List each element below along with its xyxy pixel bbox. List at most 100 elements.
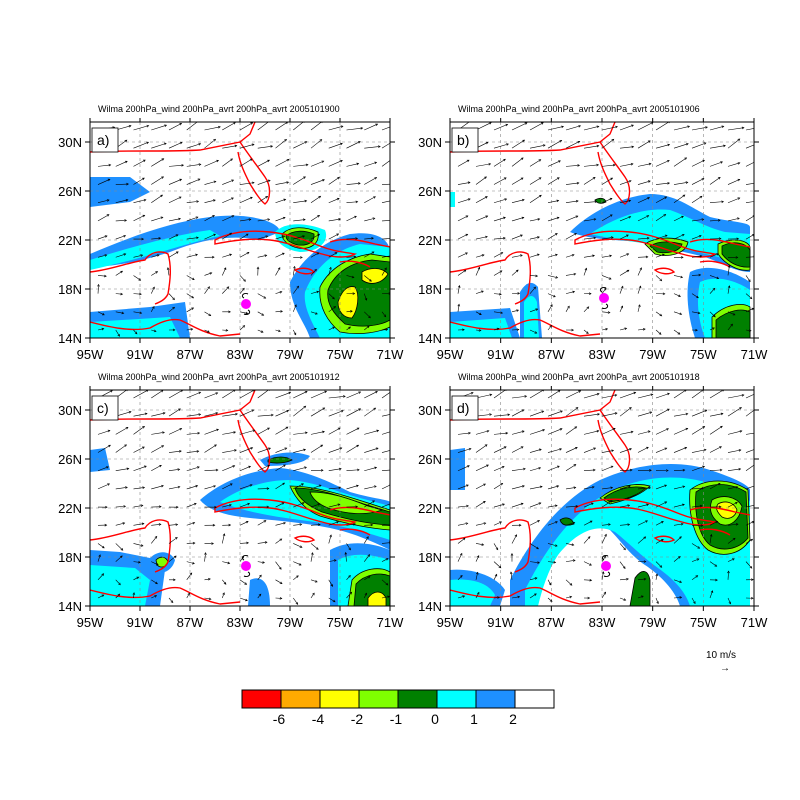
wind-vector-head bbox=[104, 274, 107, 278]
wind-vector bbox=[529, 159, 541, 167]
wind-vector bbox=[381, 579, 389, 586]
wind-vector-head bbox=[608, 277, 612, 280]
wind-vector bbox=[310, 196, 321, 203]
wind-vector bbox=[186, 593, 190, 599]
wind-vector-head bbox=[584, 267, 588, 271]
wind-vector bbox=[493, 198, 507, 204]
wind-vector bbox=[637, 215, 649, 222]
wind-vector bbox=[475, 483, 486, 490]
lat-tick-label: 18N bbox=[418, 550, 442, 565]
wind-vector bbox=[511, 503, 524, 508]
wind-vector bbox=[293, 235, 305, 240]
wind-vector bbox=[457, 575, 463, 581]
wind-vector-head bbox=[120, 548, 124, 551]
wind-vector-head bbox=[245, 521, 249, 524]
wind-vector-head bbox=[393, 430, 395, 432]
wind-vector bbox=[133, 159, 146, 167]
wind-vector-head bbox=[663, 214, 667, 217]
wind-vector bbox=[364, 407, 376, 417]
wind-vector bbox=[529, 218, 540, 222]
wind-vector bbox=[186, 143, 201, 149]
wind-vector-head bbox=[631, 145, 635, 149]
wind-vector bbox=[691, 311, 701, 314]
wind-vector-head bbox=[628, 180, 632, 183]
wind-vector bbox=[637, 595, 644, 599]
wind-vector bbox=[547, 293, 556, 298]
wind-vector-head bbox=[288, 391, 292, 395]
wind-vector-head bbox=[627, 504, 631, 507]
wind-vector bbox=[150, 306, 155, 312]
wind-vector-head bbox=[572, 559, 576, 562]
wind-vector-head bbox=[719, 468, 723, 472]
wind-vector-head bbox=[537, 520, 540, 523]
wind-vector bbox=[204, 311, 211, 316]
wind-vector bbox=[168, 597, 174, 603]
wind-vector-head bbox=[286, 409, 290, 413]
wind-vector bbox=[457, 233, 468, 240]
colorbar-box bbox=[319, 689, 360, 709]
wind-vector bbox=[293, 575, 299, 581]
wind-vector-head bbox=[593, 218, 597, 221]
wind-vector-head bbox=[208, 597, 212, 601]
wind-vector-head bbox=[234, 144, 238, 148]
wind-vector bbox=[727, 486, 738, 490]
colorbar-box bbox=[514, 689, 555, 709]
wind-vector-head bbox=[140, 504, 144, 507]
wind-vector-head bbox=[730, 323, 733, 327]
wind-vector bbox=[151, 237, 161, 240]
wind-vector-head bbox=[160, 216, 164, 220]
wind-vector bbox=[97, 573, 104, 581]
wind-vector bbox=[292, 304, 297, 312]
wind-vector-head bbox=[118, 582, 121, 586]
coastline bbox=[329, 238, 390, 268]
wind-vector bbox=[222, 158, 233, 167]
wind-vector-head bbox=[318, 195, 322, 199]
wind-vector-head bbox=[120, 270, 123, 274]
wind-vector-head bbox=[312, 592, 315, 596]
wind-vector bbox=[457, 595, 465, 599]
wind-vector-head bbox=[213, 138, 216, 142]
wind-vector bbox=[655, 311, 662, 317]
wind-vector-head bbox=[155, 581, 158, 585]
wind-vector-head bbox=[741, 394, 745, 397]
wind-vector bbox=[310, 444, 323, 453]
wind-vector bbox=[565, 487, 576, 490]
wind-vector-head bbox=[666, 160, 670, 163]
wind-vector bbox=[745, 505, 754, 508]
wind-vector bbox=[709, 219, 721, 222]
wind-vector bbox=[601, 534, 607, 544]
wind-vector-head bbox=[661, 521, 664, 524]
wind-vector-head bbox=[741, 126, 745, 130]
wind-vector-head bbox=[516, 328, 520, 331]
wind-vector bbox=[673, 556, 681, 562]
wind-vector bbox=[673, 329, 680, 335]
wind-vector-head bbox=[105, 505, 108, 509]
wind-vector-head bbox=[667, 143, 671, 147]
wind-vector-head bbox=[737, 138, 741, 142]
wind-vector bbox=[529, 286, 536, 294]
wind-vector bbox=[310, 269, 317, 276]
wind-vector-head bbox=[128, 124, 132, 128]
wind-vector-head bbox=[146, 124, 150, 128]
wind-vector bbox=[673, 413, 688, 417]
wind-vector bbox=[151, 329, 157, 332]
wind-vector bbox=[457, 159, 470, 167]
wind-vector bbox=[275, 482, 285, 490]
wind-vector-head bbox=[265, 235, 269, 238]
wind-vector-head bbox=[249, 196, 253, 200]
wind-vector bbox=[168, 142, 183, 149]
wind-vector bbox=[293, 391, 308, 399]
wind-vector bbox=[583, 413, 600, 417]
wind-vector-head bbox=[470, 392, 474, 395]
wind-vector bbox=[186, 450, 199, 453]
wind-vector bbox=[328, 447, 342, 453]
wind-vector-head bbox=[554, 544, 558, 547]
wind-vector bbox=[364, 237, 374, 240]
reference-vector-label: 10 m/s bbox=[706, 650, 737, 661]
wind-vector bbox=[151, 485, 164, 490]
wind-vector bbox=[168, 428, 182, 435]
wind-vector-head bbox=[134, 331, 138, 335]
wind-vector-head bbox=[577, 164, 581, 167]
wind-vector bbox=[547, 485, 559, 490]
wind-vector bbox=[292, 266, 295, 276]
